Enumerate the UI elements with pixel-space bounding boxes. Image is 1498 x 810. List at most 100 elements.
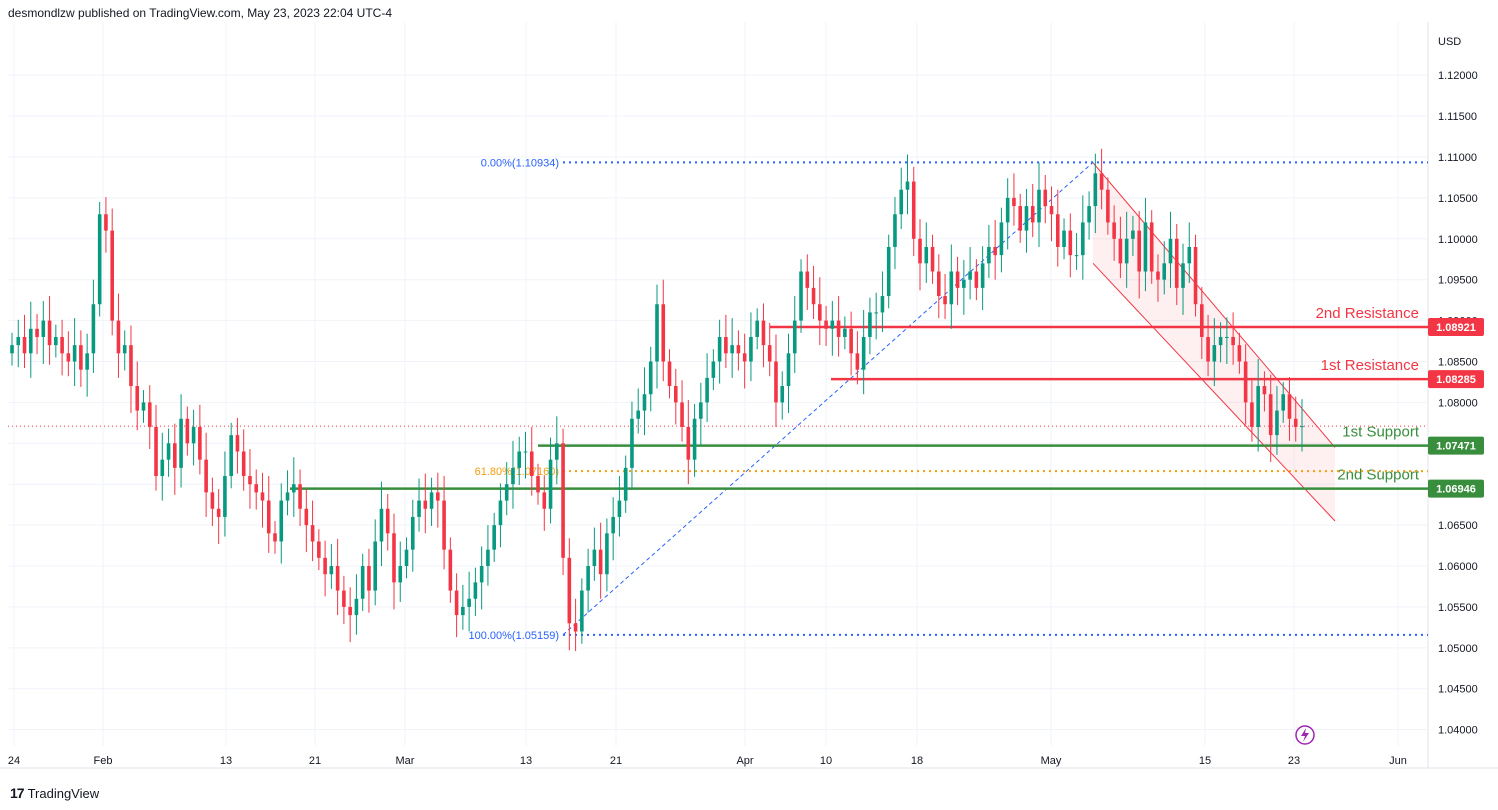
candle-body [1030, 206, 1035, 223]
candle-body [1243, 361, 1248, 403]
candle-body [317, 541, 321, 558]
candle-body [1068, 230, 1073, 256]
lightning-icon [1295, 725, 1315, 745]
candle-body [310, 525, 315, 542]
candle-body [79, 345, 83, 370]
time-tick-label: Jun [1389, 755, 1407, 767]
candle-body [1262, 386, 1267, 395]
candles [10, 148, 1304, 652]
candle-body [216, 508, 221, 517]
candle-body [730, 345, 734, 354]
price-tags: 1.08921 1.08285 1.07471 1.06946 [1428, 318, 1484, 498]
candle-body [1174, 238, 1179, 288]
candle-body [110, 230, 114, 321]
candle-body [504, 484, 509, 501]
candle-body [673, 386, 678, 403]
candle-body [436, 492, 440, 501]
candle-body [1287, 394, 1292, 419]
candle-body [580, 590, 584, 632]
candle-body [392, 533, 396, 583]
time-tick-label: 23 [1288, 755, 1300, 767]
candle-body [72, 345, 77, 362]
candle-body [623, 467, 628, 501]
candle-body [410, 516, 415, 550]
candle-body [824, 320, 828, 329]
candle-body [1118, 238, 1123, 264]
candle-body [1181, 263, 1185, 288]
candle-body [517, 451, 522, 468]
tradingview-logo[interactable]: 17 TradingView [10, 785, 99, 801]
candle-body [304, 508, 309, 526]
candle-body [962, 279, 966, 288]
candle-body [1087, 206, 1091, 223]
candle-body [605, 533, 609, 575]
level-name: 2nd Resistance [1316, 305, 1419, 322]
candle-body [442, 500, 446, 550]
candle-body [1062, 230, 1066, 247]
candle-body [492, 525, 496, 550]
candle-body [1093, 173, 1098, 207]
candle-body [360, 566, 365, 599]
candle-body [699, 402, 703, 419]
candle-body [542, 492, 547, 509]
candle-body [498, 500, 503, 526]
price-tick-label: 1.10000 [1438, 234, 1478, 246]
candle-body [999, 222, 1004, 256]
candle-body [198, 426, 202, 460]
level-price-tag-label: 1.08921 [1436, 322, 1476, 334]
candle-body [786, 353, 791, 387]
candle-body [1074, 255, 1079, 257]
candle-body [35, 328, 39, 337]
candle-body [893, 214, 897, 247]
candle-body [924, 246, 929, 264]
price-tick-label: 1.11000 [1438, 152, 1477, 164]
candle-body [473, 582, 478, 599]
level-price-tag-label: 1.08285 [1436, 374, 1476, 386]
candle-body [523, 451, 528, 453]
price-tick-label: 1.12000 [1438, 70, 1478, 82]
channel-lower-line [1092, 262, 1336, 522]
candle-body [1106, 189, 1110, 223]
candle-body [404, 549, 409, 567]
candle-body [241, 451, 246, 477]
candle-body [122, 345, 127, 354]
candle-body [968, 271, 972, 280]
candle-body [60, 336, 64, 354]
candle-body [617, 500, 622, 517]
candle-body [987, 246, 991, 264]
candle-body [254, 484, 259, 493]
candle-body [97, 214, 102, 305]
candle-body [1012, 197, 1016, 207]
candle-body [166, 443, 171, 460]
candle-body [229, 435, 233, 477]
currency-label: USD [1438, 36, 1461, 48]
candle-body [1162, 263, 1167, 280]
fib-level-label: 61.80%(1.07160) [475, 466, 559, 478]
candle-body [529, 451, 534, 477]
candle-body [642, 394, 647, 411]
candle-body [1275, 410, 1279, 436]
time-tick-label: 13 [520, 755, 532, 767]
candle-body [1256, 386, 1260, 427]
candle-body [930, 246, 935, 272]
candle-body [561, 443, 565, 558]
candle-body [179, 418, 183, 468]
time-tick-label: Feb [94, 755, 113, 767]
candle-body [1225, 336, 1229, 338]
candle-body [461, 606, 465, 616]
candle-body [818, 304, 822, 321]
lightning-bolt-icon [1301, 728, 1309, 742]
candle-body [799, 271, 803, 321]
price-tick-label: 1.11500 [1438, 111, 1477, 123]
price-tick-label: 1.08500 [1438, 357, 1478, 369]
candle-body [1268, 394, 1273, 436]
candle-body [1193, 246, 1198, 305]
candle-body [1112, 222, 1116, 239]
price-tick-label: 1.04000 [1438, 725, 1478, 737]
candle-body [429, 492, 434, 509]
candle-body [586, 566, 590, 591]
candle-body [329, 566, 334, 575]
candle-body [1281, 394, 1286, 411]
candle-body [1200, 304, 1204, 337]
candle-body [1168, 238, 1173, 264]
